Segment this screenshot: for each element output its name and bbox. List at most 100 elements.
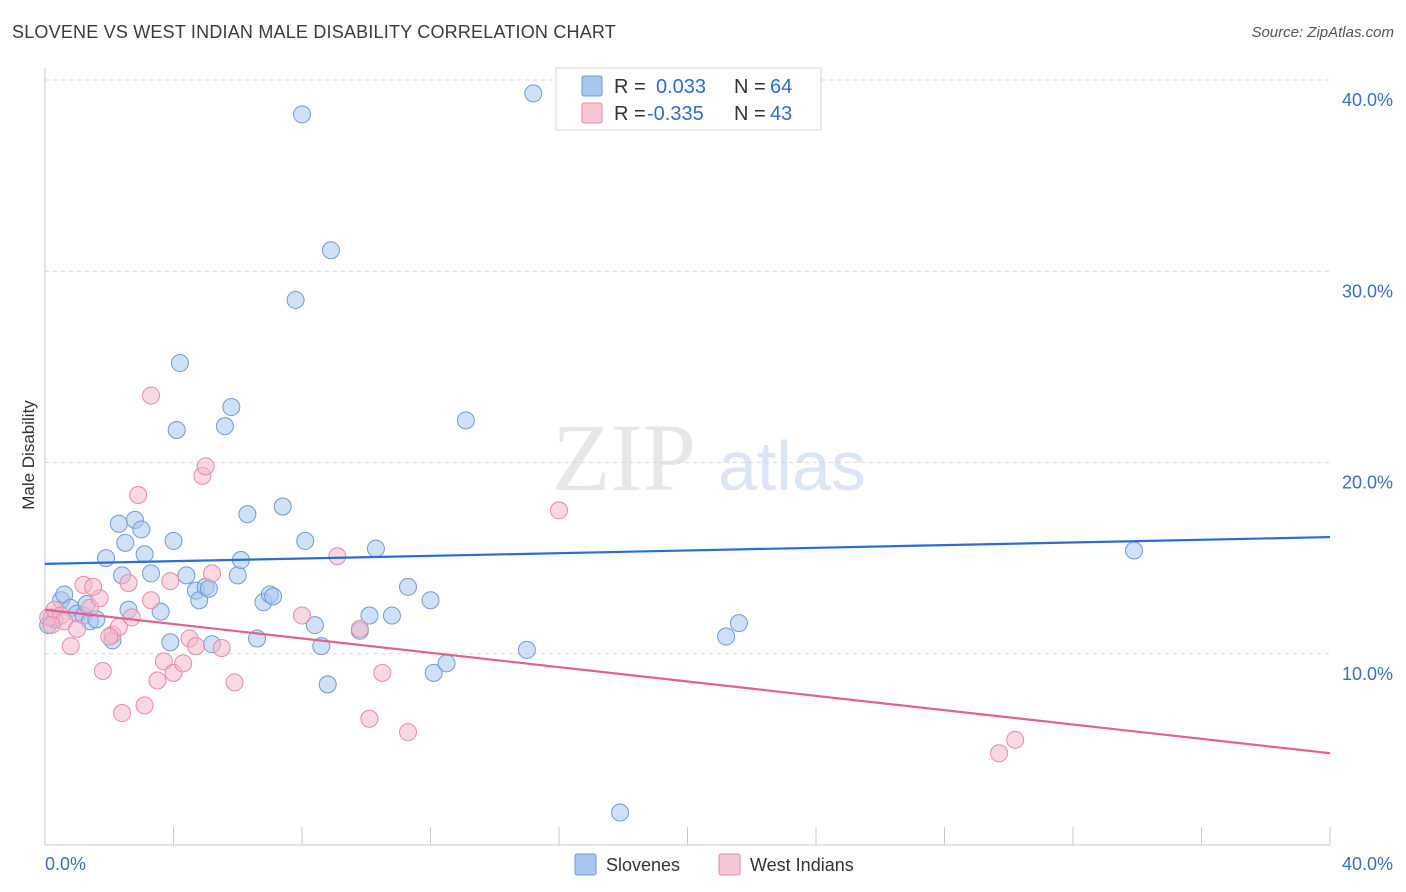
point-west-indians [142,386,161,405]
x-tick-label-min: 0.0% [45,854,86,874]
point-slovenes [161,633,180,652]
point-slovenes [729,614,748,633]
y-tick-label: 20.0% [1342,473,1393,493]
point-west-indians [84,577,103,596]
point-slovenes [424,663,443,682]
legend-r-value-2: -0.335 [647,103,704,125]
point-slovenes [611,803,630,822]
point-west-indians [373,663,392,682]
point-west-indians [203,564,222,583]
chart-title: SLOVENE VS WEST INDIAN MALE DISABILITY C… [12,22,617,42]
y-axis-title: Male Disability [19,400,38,510]
point-west-indians [161,572,180,591]
point-west-indians [113,704,132,723]
bottom-legend: Slovenes West Indians [574,853,854,876]
point-slovenes [360,606,379,625]
trend-line-west-indians [44,608,1331,755]
point-west-indians [1006,730,1025,749]
point-slovenes [318,675,337,694]
point-slovenes [456,411,475,430]
point-west-indians [990,744,1009,763]
point-west-indians [350,619,369,638]
legend-swatch-west-indians [581,102,603,124]
point-slovenes [305,616,324,635]
point-slovenes [116,533,135,552]
legend-n-label-2: N = [734,103,766,125]
point-slovenes [222,398,241,417]
point-slovenes [399,577,418,596]
point-west-indians [293,606,311,625]
y-tick-label: 10.0% [1342,664,1393,684]
point-slovenes [517,640,536,659]
point-west-indians [328,547,347,566]
point-slovenes [170,354,189,373]
point-west-indians [135,696,154,715]
point-slovenes [109,514,128,533]
point-slovenes [1125,541,1144,560]
legend-r-value-1: 0.033 [656,76,706,98]
point-west-indians [148,671,167,690]
point-west-indians [550,501,568,520]
point-west-indians [196,457,215,476]
point-west-indians [225,673,244,692]
point-slovenes [293,105,311,124]
y-tick-labels: 10.0% 20.0% 30.0% 40.0% [1342,90,1393,684]
trend-line-slovenes [44,535,1331,565]
watermark-atlas: atlas [718,427,866,505]
point-slovenes [142,564,161,583]
legend-r-label-1: R = [614,76,646,98]
legend-r-label-2: R = [614,103,646,125]
point-slovenes [167,420,186,439]
point-west-indians [129,486,148,505]
point-slovenes [238,505,257,524]
point-slovenes [296,531,315,550]
source-label: Source: ZipAtlas.com [1251,24,1394,41]
legend-n-value-2: 43 [770,103,792,125]
legend-box: R = 0.033 N = 64 R = -0.335 N = 43 [555,67,822,131]
point-west-indians [174,654,193,673]
series-west-indians [39,386,1025,763]
legend-n-label-1: N = [734,76,766,98]
point-west-indians [100,627,119,646]
point-slovenes [524,84,543,103]
point-west-indians [360,709,379,728]
legend-swatch-slovenes [581,75,603,97]
point-west-indians [399,723,418,742]
bottom-legend-slovenes: Slovenes [606,855,680,875]
y-tick-label: 40.0% [1342,90,1393,110]
point-slovenes [366,539,385,558]
point-slovenes [382,606,401,625]
point-slovenes [164,531,183,550]
point-slovenes [717,627,736,646]
point-slovenes [437,654,456,673]
point-west-indians [42,616,61,635]
point-west-indians [119,573,138,592]
bottom-legend-west-indians: West Indians [750,855,854,875]
bottom-legend-swatch-west-indians [718,853,741,876]
x-tick-label-max: 40.0% [1342,854,1393,874]
point-slovenes [286,290,305,309]
watermark-zip: ZIP [552,404,696,511]
point-slovenes [321,241,340,260]
point-slovenes [215,417,234,436]
point-slovenes [421,591,440,610]
point-slovenes [135,545,154,564]
legend-n-value-1: 64 [770,76,792,98]
y-tick-label: 30.0% [1342,281,1393,301]
point-slovenes [132,520,151,539]
point-slovenes [177,566,196,585]
point-west-indians [212,639,231,658]
point-slovenes [273,497,292,516]
point-west-indians [122,608,141,627]
point-slovenes [264,587,283,606]
point-west-indians [142,591,161,610]
point-west-indians [68,619,87,638]
point-west-indians [61,637,80,656]
point-slovenes [97,549,116,568]
trend-lines [44,535,1331,755]
point-west-indians [186,637,205,656]
point-slovenes [228,566,247,585]
point-west-indians [154,652,173,671]
point-slovenes [199,579,218,598]
